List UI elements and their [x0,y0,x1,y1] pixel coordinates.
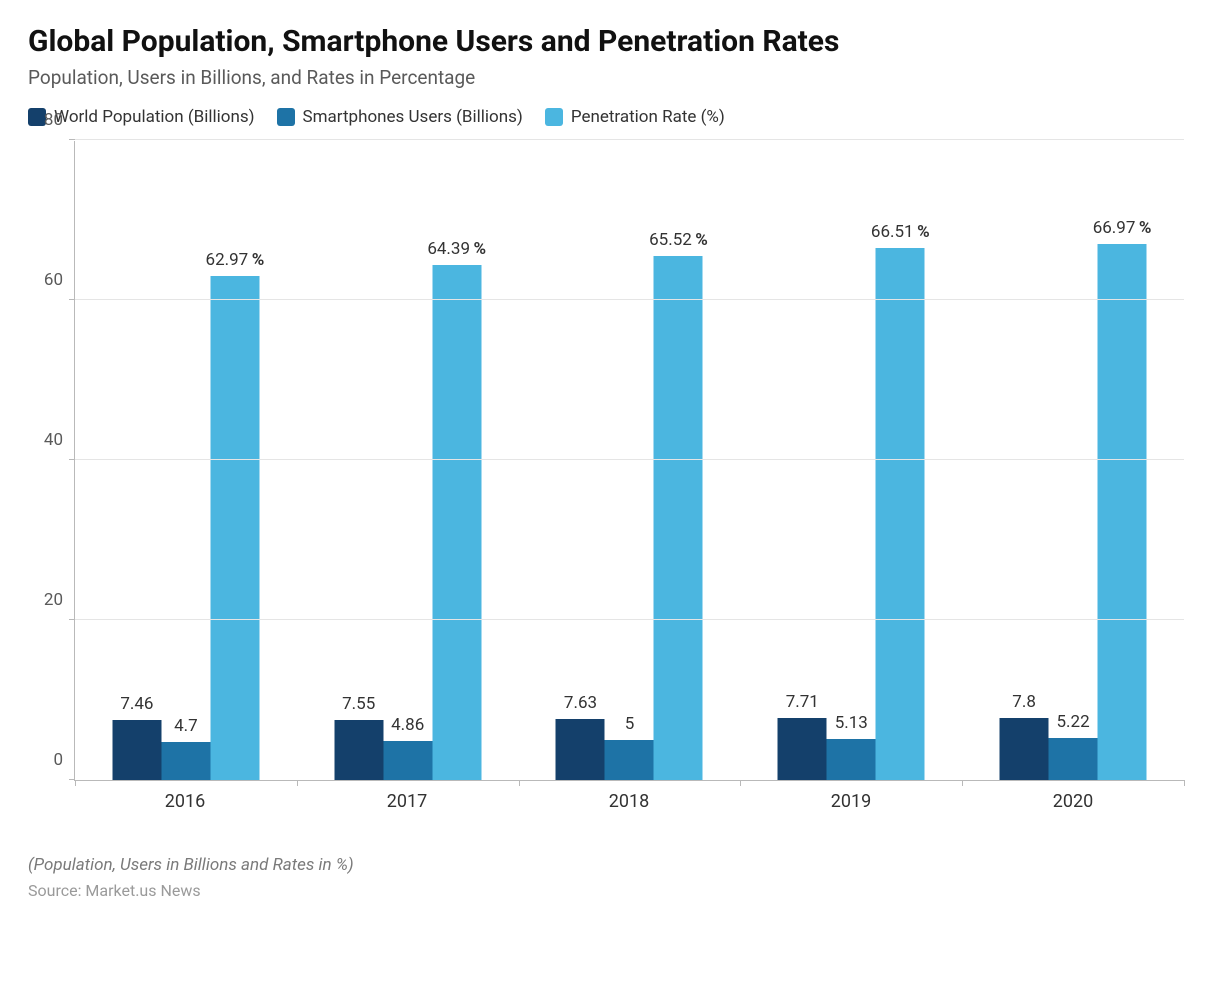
bar: 4.7 [161,742,210,780]
bar-value-label: 7.71 [786,692,819,712]
bar-group: 7.715.1366.51 % [740,141,962,780]
bar-group: 7.464.762.97 % [75,141,297,780]
y-tick-label: 80 [44,110,63,130]
bar: 66.97 % [1098,244,1147,780]
bar: 65.52 % [654,256,703,780]
bar: 5 [605,740,654,780]
gridline [75,139,1184,140]
x-tick-label: 2019 [831,791,871,812]
x-tick-label: 2016 [165,791,205,812]
gridline [75,299,1184,300]
bar-value-label: 5.22 [1057,712,1090,732]
bar-value-label: 7.46 [120,694,153,714]
y-tick-mark [69,619,75,620]
chart-footnote: (Population, Users in Billions and Rates… [28,855,1192,875]
bar: 62.97 % [210,276,259,780]
chart-title: Global Population, Smartphone Users and … [28,24,1192,60]
bar: 5.22 [1049,738,1098,780]
legend-item: Penetration Rate (%) [545,107,725,127]
bar-value-label: 7.55 [342,694,375,714]
bar: 66.51 % [876,248,925,780]
legend-label: Smartphones Users (Billions) [303,107,523,127]
plot-area: 7.464.762.97 %7.554.8664.39 %7.63565.52 … [74,141,1184,781]
chart-subtitle: Population, Users in Billions, and Rates… [28,66,1192,89]
bar-value-label: 4.7 [174,716,198,736]
chart-source: Source: Market.us News [28,881,1192,900]
legend-label: Penetration Rate (%) [571,107,725,127]
bar: 7.8 [1000,718,1049,780]
bar-group: 7.554.8664.39 % [297,141,519,780]
chart: 7.464.762.97 %7.554.8664.39 %7.63565.52 … [28,141,1192,821]
legend: World Population (Billions) Smartphones U… [28,107,1192,127]
bar-value-label: 66.51 % [871,222,930,242]
bar-group: 7.85.2266.97 % [962,141,1184,780]
bar: 4.86 [383,741,432,780]
bar-value-label: 4.86 [391,715,424,735]
bar-cluster: 7.85.2266.97 % [1000,244,1147,780]
y-tick-mark [69,139,75,140]
y-tick-label: 60 [44,270,63,290]
bar-value-label: 5 [625,714,635,734]
bar-cluster: 7.464.762.97 % [112,276,259,780]
bar: 7.46 [112,720,161,780]
x-tick-mark [1184,780,1185,786]
bar-value-label: 66.97 % [1093,218,1152,238]
bar-value-label: 65.52 % [649,230,708,250]
legend-label: World Population (Billions) [54,107,255,127]
legend-swatch [277,108,295,126]
bar-cluster: 7.554.8664.39 % [334,265,481,780]
gridline [75,619,1184,620]
y-tick-label: 0 [53,750,63,770]
bar: 5.13 [827,739,876,780]
y-tick-label: 20 [44,590,63,610]
y-tick-label: 40 [44,430,63,450]
x-tick-label: 2018 [609,791,649,812]
gridline [75,459,1184,460]
bar-cluster: 7.63565.52 % [556,256,703,780]
bar-group: 7.63565.52 % [519,141,741,780]
legend-swatch [545,108,563,126]
bar: 64.39 % [432,265,481,780]
bar: 7.71 [778,718,827,780]
bar-value-label: 7.8 [1012,692,1036,712]
y-tick-mark [69,299,75,300]
bar: 7.55 [334,720,383,780]
x-axis-labels: 2016 2017 2018 2019 2020 [74,781,1184,821]
bar-value-label: 64.39 % [427,239,486,259]
x-tick-label: 2020 [1053,791,1093,812]
bar: 7.63 [556,719,605,780]
x-tick-label: 2017 [387,791,427,812]
legend-item: Smartphones Users (Billions) [277,107,523,127]
bar-value-label: 5.13 [835,713,868,733]
bar-value-label: 7.63 [564,693,597,713]
bar-value-label: 62.97 % [206,250,265,270]
bar-cluster: 7.715.1366.51 % [778,248,925,780]
y-tick-mark [69,459,75,460]
